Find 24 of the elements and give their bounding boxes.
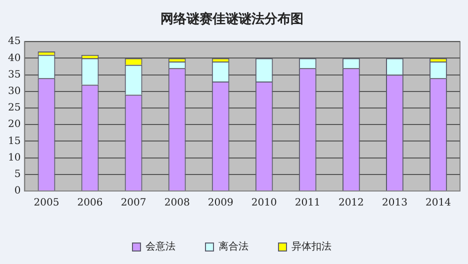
x-tick-label: 2009 xyxy=(208,198,234,209)
y-tick-label: 25 xyxy=(8,102,21,114)
legend-label: 离合法 xyxy=(218,240,248,253)
y-tick-label: 45 xyxy=(8,36,21,48)
x-tick-label: 2007 xyxy=(120,198,146,209)
x-tick-label: 2013 xyxy=(382,198,408,209)
y-tick-label: 20 xyxy=(8,119,21,130)
legend-label: 会意法 xyxy=(146,240,176,253)
x-tick-label: 2005 xyxy=(34,198,60,209)
y-tick-label: 5 xyxy=(14,168,21,180)
x-tick-label: 2011 xyxy=(294,198,320,209)
x-tick-label: 2010 xyxy=(251,198,277,209)
y-tick-label: 0 xyxy=(14,186,21,197)
x-tick-label: 2006 xyxy=(77,198,103,209)
y-tick-label: 40 xyxy=(8,52,21,64)
chart-title: 网络谜赛佳谜谜法分布图 xyxy=(160,11,304,28)
y-tick-label: 10 xyxy=(8,152,21,164)
y-tick-label: 30 xyxy=(8,86,21,97)
x-tick-label: 2008 xyxy=(164,198,190,209)
y-tick-label: 35 xyxy=(8,69,21,80)
y-tick-label: 15 xyxy=(8,136,21,147)
x-tick-label: 2012 xyxy=(338,198,364,209)
x-tick-label: 2014 xyxy=(426,198,451,209)
legend-label: 异体扣法 xyxy=(292,240,332,253)
